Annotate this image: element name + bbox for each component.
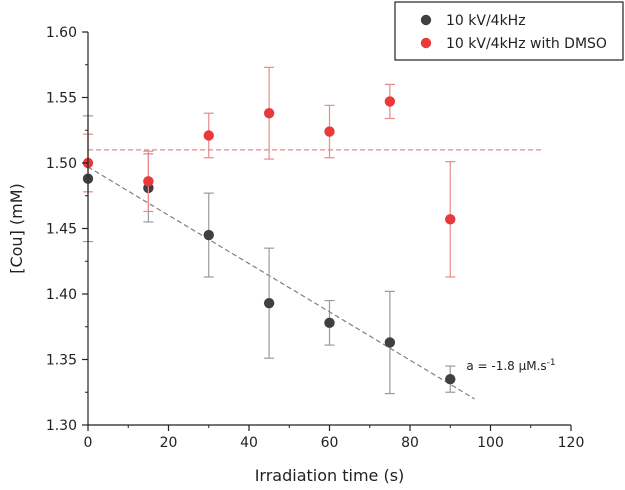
legend-marker [420,37,432,49]
legend-label: 10 kV/4kHz with DMSO [446,36,607,52]
data-point [263,108,275,119]
y-tick-label: 1.50 [46,156,77,172]
data-point [384,337,396,348]
x-tick-label: 20 [160,435,178,451]
data-point [203,229,214,241]
x-tick-label: 100 [477,435,504,451]
axes: 0 20 40 60 80 100 120 1.30 1.35 1.40 1.45 1.50 1.55 1… [46,25,585,451]
data-point [384,96,396,107]
data-point [263,297,275,309]
data-point [324,126,335,137]
x-tick-label: 0 [84,435,93,451]
data-point [143,176,154,187]
series-2 [82,66,456,278]
x-tick-label: 60 [321,435,339,451]
x-tick-label: 120 [558,435,585,451]
y-tick-label: 1.60 [46,25,77,41]
y-tick-label: 1.55 [46,91,77,107]
legend-item: 10 kV/4kHz [420,13,526,29]
slope-annotation: a = -1.8 µM.s-1 [466,358,555,373]
legend: 10 kV/4kHz 10 kV/4kHz with DMSO [394,1,624,61]
slope-annotation-text: a = -1.8 µM.s [466,359,546,373]
legend-label: 10 kV/4kHz [446,13,526,29]
data-point [445,373,456,385]
y-tick-label: 1.30 [46,418,77,434]
y-tick-label: 1.40 [46,287,77,303]
legend-item: 10 kV/4kHz with DMSO [420,36,607,52]
x-tick-label: 40 [240,435,258,451]
plot-area: a = -1.8 µM.s-1 [82,66,556,400]
y-tick-label: 1.45 [46,222,77,238]
data-point [203,130,214,141]
x-axis-title: Irradiation time (s) [255,466,405,485]
legend-box [394,1,624,61]
fit-line [87,166,475,400]
data-point [445,214,456,225]
legend-marker [420,14,432,26]
x-tick-label: 80 [401,435,419,451]
y-axis-title: [Cou] (mM) [7,183,26,274]
data-point [324,317,335,329]
y-tick-label: 1.35 [46,353,77,369]
slope-annotation-superscript: -1 [547,358,556,368]
